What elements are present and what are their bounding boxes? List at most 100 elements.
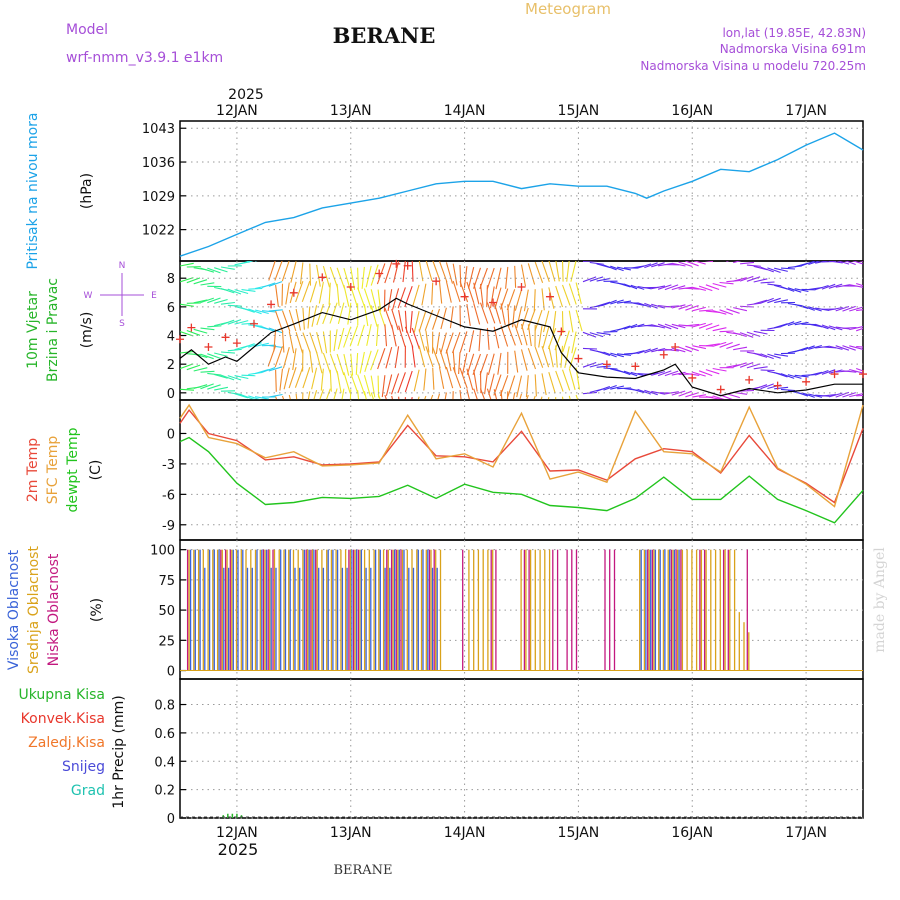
wind-barb xyxy=(343,372,351,394)
wind-barb xyxy=(849,393,863,398)
wind-barb xyxy=(644,389,658,396)
wind-barb xyxy=(336,283,340,306)
panel-pressure: 1043 1036 1029 1022 Pritisak na nivou mora (h… xyxy=(25,112,864,270)
gust-marker xyxy=(830,370,839,379)
wind-barb xyxy=(445,349,452,372)
wind-barb xyxy=(463,266,468,289)
wind-barb xyxy=(548,345,554,368)
wind-barb xyxy=(449,306,454,329)
wind-barb xyxy=(787,374,802,379)
wind-barb xyxy=(527,308,536,330)
wind-barb xyxy=(815,284,829,291)
wind-barb xyxy=(459,264,462,288)
wind-barb xyxy=(241,307,255,313)
wind-barb xyxy=(370,349,379,371)
wind-barb xyxy=(552,311,557,334)
wind-barb xyxy=(398,309,404,332)
top-year-label: 2025 xyxy=(228,87,264,103)
wind-barb xyxy=(214,373,228,379)
panel-clouds: 100 75 50 25 0 Visoka Oblacnost Srednja Oblacn… xyxy=(6,539,864,680)
wind-barb xyxy=(685,392,699,398)
wind-barb xyxy=(596,350,611,357)
wind-barb xyxy=(651,262,665,268)
precip-legend-item: Grad xyxy=(71,783,105,799)
wind-barb xyxy=(385,346,393,369)
wind-barb xyxy=(292,348,297,371)
wind-barb xyxy=(842,305,856,312)
bottom-year-label: 2025 xyxy=(218,840,259,859)
wind-barb xyxy=(603,264,617,271)
wind-barb xyxy=(698,370,713,377)
wind-barb xyxy=(409,311,413,334)
wind-barb xyxy=(438,367,445,389)
wind-barb xyxy=(383,289,386,312)
wind-barb xyxy=(394,346,400,369)
wind-barb xyxy=(719,281,734,285)
lonlat-label: lon,lat (19.85E, 42.83N) xyxy=(722,26,866,40)
wind-barb xyxy=(507,324,516,346)
wind-barb xyxy=(525,394,529,400)
wind-barb xyxy=(657,323,672,330)
wind-barb xyxy=(506,391,509,400)
wind-barb xyxy=(616,325,631,331)
wind-barb xyxy=(698,285,713,292)
wind-barb xyxy=(437,393,441,400)
wind-barb xyxy=(370,305,378,327)
wind-barb xyxy=(311,367,318,390)
wind-barb xyxy=(261,326,276,333)
wind-barb xyxy=(794,321,809,326)
wind-barb xyxy=(200,353,214,360)
wind-barb xyxy=(699,309,714,312)
wind-barb xyxy=(364,350,372,372)
wind-barb xyxy=(555,370,564,392)
wind-barb xyxy=(377,393,381,400)
wind-barb xyxy=(644,302,658,309)
wind-barb xyxy=(651,324,666,329)
wind-barb xyxy=(568,283,577,305)
wind-barb xyxy=(377,348,386,370)
wind-barb xyxy=(359,351,365,374)
wind-barb xyxy=(678,346,692,353)
y-tick-label: 6 xyxy=(167,301,175,316)
wind-barb xyxy=(808,261,821,266)
wind-barb xyxy=(527,348,537,370)
y-tick-label: 100 xyxy=(150,544,175,559)
wind-barb xyxy=(329,369,332,392)
wind-barb xyxy=(193,353,208,359)
wind-barb xyxy=(241,289,256,292)
wind-barb xyxy=(377,375,380,398)
wind-barb xyxy=(275,369,277,392)
wind-barb xyxy=(499,288,509,310)
wind-barb xyxy=(767,353,781,359)
wind-barb xyxy=(547,328,557,350)
wind-barb xyxy=(452,391,454,400)
wind-barb xyxy=(268,261,276,281)
wind-barb xyxy=(261,282,276,289)
y-tick-label: 0 xyxy=(167,387,175,402)
wind-barb xyxy=(746,264,761,267)
wind-barb xyxy=(494,287,502,309)
wind-barb xyxy=(193,384,208,390)
wind-barb xyxy=(329,266,339,288)
wind-barb xyxy=(220,319,235,326)
wind-barb xyxy=(582,261,598,262)
wind-barb xyxy=(493,374,502,396)
wind-barb xyxy=(445,366,454,389)
gust-marker xyxy=(403,261,412,270)
wind-barb xyxy=(651,370,665,376)
wind-barb xyxy=(516,375,523,398)
precip-legend-item: Konvek.Kisa xyxy=(21,711,105,727)
wind-barb xyxy=(472,353,482,375)
wind-barb xyxy=(479,388,486,400)
wind-barb xyxy=(316,264,321,287)
wind-barb xyxy=(486,302,496,324)
y-tick-label: 0 xyxy=(167,665,175,680)
wind-barb xyxy=(322,352,332,374)
wind-barb xyxy=(391,308,399,331)
wind-barb xyxy=(431,282,434,305)
wind-barb xyxy=(726,308,740,314)
wind-barb xyxy=(444,392,447,400)
model-elevation-label: Nadmorska Visina u modelu 720.25m xyxy=(640,59,866,73)
wind-barb xyxy=(366,324,372,346)
wind-barb xyxy=(220,266,235,270)
